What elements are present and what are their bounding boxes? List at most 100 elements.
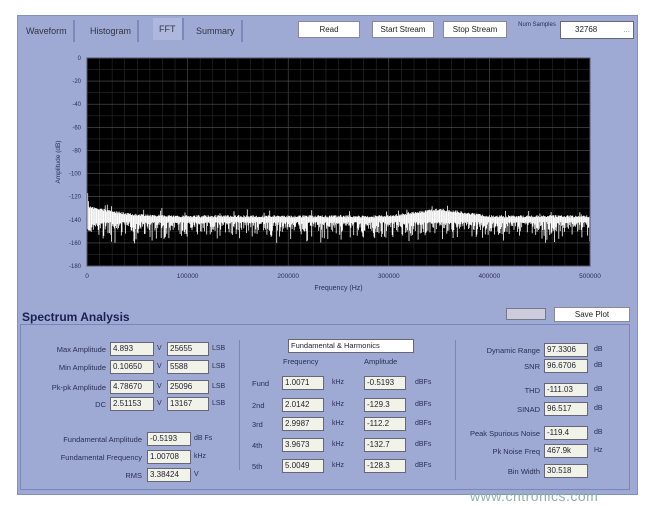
volts-field[interactable]: 4.893 xyxy=(110,342,154,356)
freq-unit: kHz xyxy=(332,420,345,427)
plot-border xyxy=(86,57,591,267)
metric-unit: Hz xyxy=(594,447,603,454)
harmonic-amplitude[interactable]: -0.5193 xyxy=(364,376,406,390)
y-tick-label: -100 xyxy=(69,172,82,178)
rms-field[interactable]: 3.38424 xyxy=(147,468,191,482)
stop-stream-button[interactable]: Stop Stream xyxy=(443,21,507,38)
tab-fft[interactable]: FFT xyxy=(153,18,184,40)
y-tick-label: -80 xyxy=(72,148,81,154)
y-axis-label: Amplitude (dB) xyxy=(55,141,62,184)
tab-waveform[interactable]: Waveform xyxy=(20,20,75,42)
measure-label: Min Amplitude xyxy=(58,363,106,372)
measure-label: Max Amplitude xyxy=(56,345,106,354)
amp-unit: dBFs xyxy=(415,462,432,469)
metric-label: SNR xyxy=(524,362,540,371)
harmonic-frequency[interactable]: 2.9987 xyxy=(282,417,324,431)
spectrum-panel xyxy=(20,324,630,490)
harmonic-label: 5th xyxy=(252,462,263,471)
x-tick-label: 500000 xyxy=(579,273,601,280)
y-tick-label: -160 xyxy=(69,241,82,247)
lsb-field[interactable]: 13167 xyxy=(167,397,209,411)
tab-histogram[interactable]: Histogram xyxy=(84,20,140,42)
metric-label: SINAD xyxy=(517,405,540,414)
rms-unit: V xyxy=(194,471,199,478)
lsb-field[interactable]: 25655 xyxy=(167,342,209,356)
metric-unit: dB xyxy=(594,362,603,369)
fund_amp-label: Fundamental Amplitude xyxy=(63,435,142,444)
fund_freq-field[interactable]: 1.00708 xyxy=(147,450,191,464)
frequency-header: Frequency xyxy=(283,357,319,366)
divider xyxy=(239,340,240,470)
volts-field[interactable]: 4.78670 xyxy=(110,380,154,394)
freq-unit: kHz xyxy=(332,401,345,408)
metric-label: Bin Width xyxy=(507,467,540,476)
amp-unit: dBFs xyxy=(415,379,432,386)
harmonics-title: Fundamental & Harmonics xyxy=(288,339,414,353)
watermark: www.cntronics.com xyxy=(470,488,599,504)
metric-field[interactable]: 96.517 xyxy=(544,402,588,416)
lsb-unit: LSB xyxy=(212,345,226,352)
harmonic-amplitude[interactable]: -129.3 xyxy=(364,398,406,412)
metric-field[interactable]: 30.518 xyxy=(544,464,588,478)
lsb-field[interactable]: 25096 xyxy=(167,380,209,394)
harmonic-amplitude[interactable]: -112.2 xyxy=(364,417,406,431)
x-tick-label: 100000 xyxy=(177,273,199,280)
lsb-unit: LSB xyxy=(212,363,226,370)
num-samples-input[interactable]: 32768... xyxy=(560,21,634,39)
y-tick-label: -140 xyxy=(69,218,82,224)
metric-field[interactable]: -111.03 xyxy=(544,383,588,397)
harmonic-label: 2nd xyxy=(252,401,265,410)
divider xyxy=(455,340,456,480)
num-samples-value: 32768 xyxy=(575,25,598,34)
tab-summary[interactable]: Summary xyxy=(190,20,243,42)
amplitude-header: Amplitude xyxy=(364,357,398,366)
metric-unit: dB xyxy=(594,405,603,412)
metric-label: Dynamic Range xyxy=(486,346,540,355)
volts-field[interactable]: 0.10650 xyxy=(110,360,154,374)
y-tick-label: -20 xyxy=(72,79,81,85)
lsb-field[interactable]: 5588 xyxy=(167,360,209,374)
y-tick-label: -120 xyxy=(69,195,82,201)
metric-field[interactable]: 96.6706 xyxy=(544,359,588,373)
read-button[interactable]: Read xyxy=(298,21,360,38)
metric-label: THD xyxy=(524,386,540,395)
freq-unit: kHz xyxy=(332,379,345,386)
x-axis-label: Frequency (Hz) xyxy=(314,285,362,292)
harmonic-amplitude[interactable]: -132.7 xyxy=(364,438,406,452)
metric-field[interactable]: 467.9k xyxy=(544,444,588,458)
lsb-unit: LSB xyxy=(212,400,226,407)
harmonic-frequency[interactable]: 2.0142 xyxy=(282,398,324,412)
metric-field[interactable]: -119.4 xyxy=(544,426,588,440)
volts-unit: V xyxy=(157,345,162,352)
harmonic-label: 3rd xyxy=(252,420,263,429)
harmonic-frequency[interactable]: 1.0071 xyxy=(282,376,324,390)
start-stream-button[interactable]: Start Stream xyxy=(372,21,434,38)
amp-unit: dBFs xyxy=(415,441,432,448)
metric-field[interactable]: 97.3306 xyxy=(544,343,588,357)
y-tick-label: -60 xyxy=(72,125,81,131)
measure-label: Pk-pk Amplitude xyxy=(51,383,106,392)
metric-label: Pk Noise Freq xyxy=(492,447,540,456)
volts-field[interactable]: 2.51153 xyxy=(110,397,154,411)
metric-label: Peak Spurious Noise xyxy=(469,429,540,438)
graph-tools-icon[interactable] xyxy=(506,308,546,320)
browse-button[interactable]: ... xyxy=(623,25,630,34)
harmonic-label: 4th xyxy=(252,441,263,450)
amp-unit: dBFs xyxy=(415,420,432,427)
harmonic-label: Fund xyxy=(252,379,270,388)
harmonic-frequency[interactable]: 3.9673 xyxy=(282,438,324,452)
save-plot-button[interactable]: Save Plot xyxy=(554,307,630,322)
y-tick-label: 0 xyxy=(78,56,82,62)
amp-unit: dBFs xyxy=(415,401,432,408)
lsb-unit: LSB xyxy=(212,383,226,390)
fund_freq-unit: kHz xyxy=(194,453,207,460)
volts-unit: V xyxy=(157,383,162,390)
fft-trace xyxy=(86,179,590,244)
harmonic-amplitude[interactable]: -128.3 xyxy=(364,459,406,473)
measure-label: DC xyxy=(95,400,106,409)
x-tick-label: 400000 xyxy=(479,273,501,280)
fund_amp-field[interactable]: -0.5193 xyxy=(147,432,191,446)
harmonic-frequency[interactable]: 5.0049 xyxy=(282,459,324,473)
volts-unit: V xyxy=(157,363,162,370)
volts-unit: V xyxy=(157,400,162,407)
